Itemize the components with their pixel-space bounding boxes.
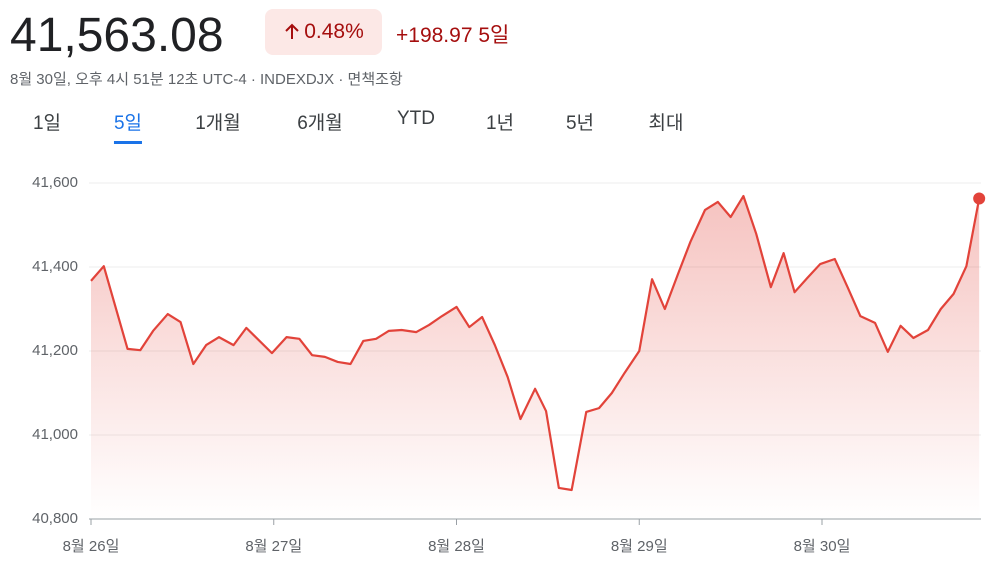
range-tab[interactable]: 5일 xyxy=(113,108,143,144)
range-tab[interactable]: 최대 xyxy=(648,113,684,134)
subtitle: 8월 30일, 오후 4시 51분 12초 UTC-4 · INDEXDJX ·… xyxy=(10,71,403,88)
range-tab[interactable]: 1개월 xyxy=(195,113,241,134)
x-tick-label: 8월 28일 xyxy=(428,538,485,555)
range-tab[interactable]: 1일 xyxy=(32,113,62,134)
range-tab[interactable]: YTD xyxy=(397,108,435,129)
up-arrow xyxy=(285,23,299,39)
range-tab[interactable]: 5년 xyxy=(565,113,595,134)
area xyxy=(91,196,980,519)
change-badge: 0.48% xyxy=(265,9,382,55)
y-tick-label: 41,400 xyxy=(32,258,78,275)
price: 41,563.08 xyxy=(10,9,224,62)
change-period: 5일 xyxy=(478,24,510,47)
y-tick-label: 40,800 xyxy=(32,510,78,527)
y-tick-label: 41,600 xyxy=(32,174,78,191)
price-line xyxy=(90,194,981,492)
x-tick-label: 8월 27일 xyxy=(245,538,302,555)
range-tab[interactable]: 1년 xyxy=(485,113,515,134)
y-tick-label: 41,000 xyxy=(32,426,78,443)
change: +198.97 5일 xyxy=(396,19,509,49)
x-tick-label: 8월 26일 xyxy=(63,538,120,555)
x-tick-label: 8월 29일 xyxy=(611,538,668,555)
change-value: +198.97 xyxy=(396,24,473,47)
y-tick-label: 41,200 xyxy=(32,342,78,359)
last-point xyxy=(973,192,986,205)
range-tab[interactable]: 6개월 xyxy=(297,113,343,134)
change-percent: 0.48% xyxy=(304,20,364,43)
x-tick-label: 8월 30일 xyxy=(794,538,851,555)
